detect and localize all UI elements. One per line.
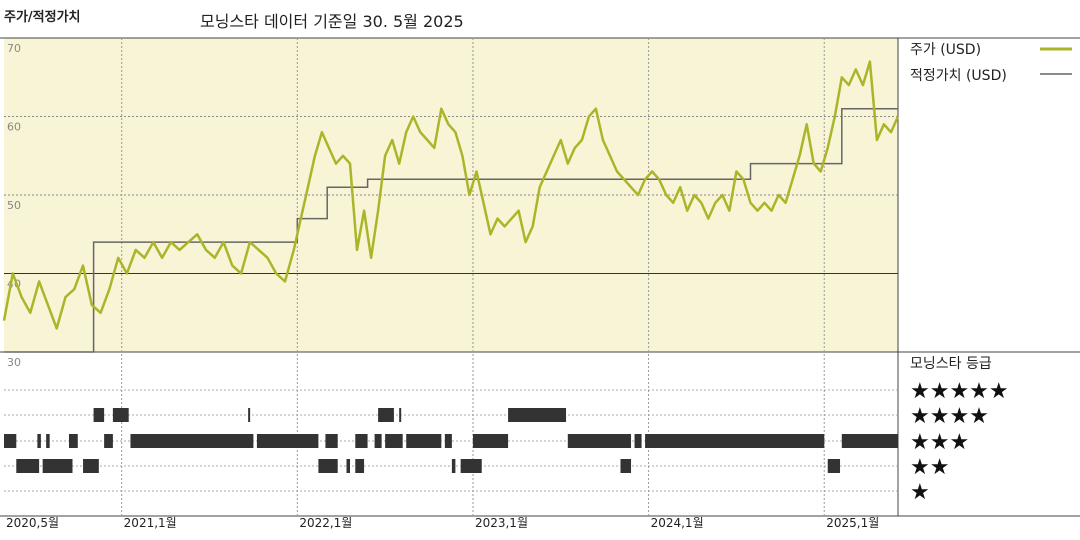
price-series <box>2 60 900 330</box>
rating-segments <box>4 408 898 473</box>
rating-segment-3-star <box>634 434 642 448</box>
rating-star-labels: ★★★★★★★★★★★★★★★ <box>910 379 1009 505</box>
rating-segment-3-star <box>4 434 17 448</box>
rating-segment-4-star <box>93 408 105 422</box>
rating-segment-4-star <box>248 408 251 422</box>
rating-segment-3-star <box>472 434 509 448</box>
rating-segment-2-star <box>620 459 632 473</box>
rating-segment-4-star <box>378 408 394 422</box>
y-tick-label: 30 <box>7 356 21 369</box>
price-line <box>2 60 900 330</box>
rating-segment-3-star <box>68 434 78 448</box>
x-tick-label: 2023,1월 <box>475 516 528 530</box>
rating-segment-3-star <box>46 434 50 448</box>
rating-segment-4-star <box>112 408 129 422</box>
rating-segment-3-star <box>256 434 319 448</box>
y-tick-label: 60 <box>7 121 21 134</box>
rating-segment-2-star <box>42 459 73 473</box>
rating-label-1-star: ★ <box>910 480 930 505</box>
rating-segment-4-star <box>399 408 402 422</box>
legend-price-label: 주가 (USD) <box>910 42 981 58</box>
rating-segment-2-star <box>827 459 841 473</box>
rating-segment-3-star <box>325 434 338 448</box>
rating-segment-2-star <box>83 459 99 473</box>
rating-segment-3-star <box>406 434 442 448</box>
price-plot-area <box>4 38 898 352</box>
rating-label-5-star: ★★★★★ <box>910 379 1009 404</box>
rating-segment-3-star <box>385 434 403 448</box>
rating-segment-4-star <box>508 408 567 422</box>
rating-segment-3-star <box>567 434 632 448</box>
rating-label-3-star: ★★★ <box>910 430 969 455</box>
rating-label-2-star: ★★ <box>910 455 949 480</box>
rating-segment-2-star <box>460 459 482 473</box>
rating-title: 모닝스타 등급 <box>910 356 992 372</box>
y-tick-label: 50 <box>7 199 21 212</box>
rating-segment-3-star <box>104 434 113 448</box>
rating-segment-2-star <box>318 459 338 473</box>
rating-segment-2-star <box>451 459 456 473</box>
y-tick-label: 70 <box>7 42 21 55</box>
rating-segment-3-star <box>130 434 254 448</box>
rating-segment-2-star <box>346 459 351 473</box>
x-tick-label: 2021,1월 <box>124 516 177 530</box>
x-tick-label: 2024,1월 <box>651 516 704 530</box>
rating-segment-3-star <box>444 434 452 448</box>
rating-segment-2-star <box>16 459 40 473</box>
rating-segment-3-star <box>841 434 898 448</box>
rating-segment-3-star <box>645 434 825 448</box>
rating-segment-3-star <box>37 434 41 448</box>
chart-title: 주가/적정가치 <box>4 10 81 25</box>
legend: 주가 (USD) 적정가치 (USD) 모닝스타 등급 <box>910 42 1072 372</box>
fair-value-series <box>4 107 898 353</box>
fair-value-line <box>4 107 898 353</box>
x-tick-label: 2020,5월 <box>6 516 59 530</box>
data-date-subtitle: 모닝스타 데이터 기준일 30. 5월 2025 <box>200 12 464 31</box>
legend-fair-label: 적정가치 (USD) <box>910 68 1007 84</box>
rating-segment-2-star <box>355 459 365 473</box>
x-tick-label: 2022,1월 <box>299 516 352 530</box>
rating-segment-3-star <box>374 434 382 448</box>
rating-segment-3-star <box>355 434 368 448</box>
rating-label-4-star: ★★★★ <box>910 404 989 429</box>
x-axis-ticks: 2020,5월 2021,1월 2022,1월 2023,1월 2024,1월 2025,… <box>6 516 879 530</box>
x-tick-label: 2025,1월 <box>826 516 879 530</box>
